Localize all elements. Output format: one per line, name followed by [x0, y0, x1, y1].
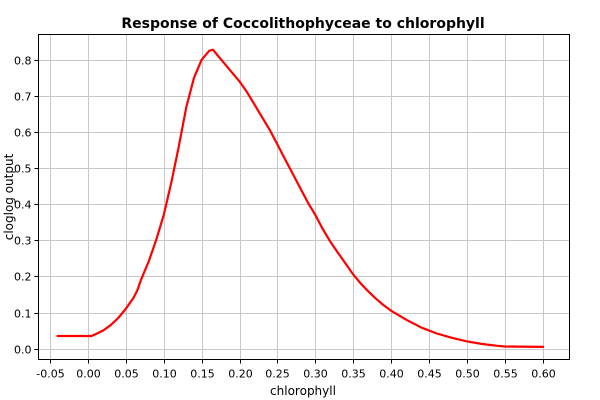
x-tick-label: 0.55 [493, 368, 518, 381]
x-tick-label: 0.15 [190, 368, 215, 381]
response-curve-line [56, 48, 545, 348]
x-tick-label: 0.00 [76, 368, 101, 381]
x-tick-label: 0.30 [303, 368, 328, 381]
x-axis-label: chlorophyll [270, 384, 336, 398]
y-tick-label: 0.6 [14, 127, 32, 140]
y-tick-label: 0.0 [14, 344, 32, 357]
y-tick-label: 0.2 [14, 271, 32, 284]
x-tick-label: -0.05 [36, 368, 64, 381]
x-tick-label: 0.40 [379, 368, 404, 381]
x-tick-label: 0.25 [265, 368, 290, 381]
y-axis-label: cloglog output [2, 153, 16, 240]
x-tick-label: 0.10 [152, 368, 177, 381]
x-tick-label: 0.50 [455, 368, 480, 381]
y-tick-label: 0.4 [14, 199, 32, 212]
x-tick-label: 0.45 [417, 368, 442, 381]
y-tick-label: 0.8 [14, 55, 32, 68]
y-tick-label: 0.1 [14, 308, 32, 321]
x-tick-label: 0.20 [228, 368, 253, 381]
x-tick-label: 0.05 [114, 368, 139, 381]
y-tick-label: 0.5 [14, 163, 32, 176]
x-tick-label: 0.60 [531, 368, 556, 381]
y-tick-label: 0.3 [14, 235, 32, 248]
y-tick-label: 0.7 [14, 91, 32, 104]
plot-frame [38, 34, 570, 360]
x-tick-label: 0.35 [341, 368, 366, 381]
chart-title: Response of Coccolithophyceae to chlorop… [121, 16, 484, 32]
